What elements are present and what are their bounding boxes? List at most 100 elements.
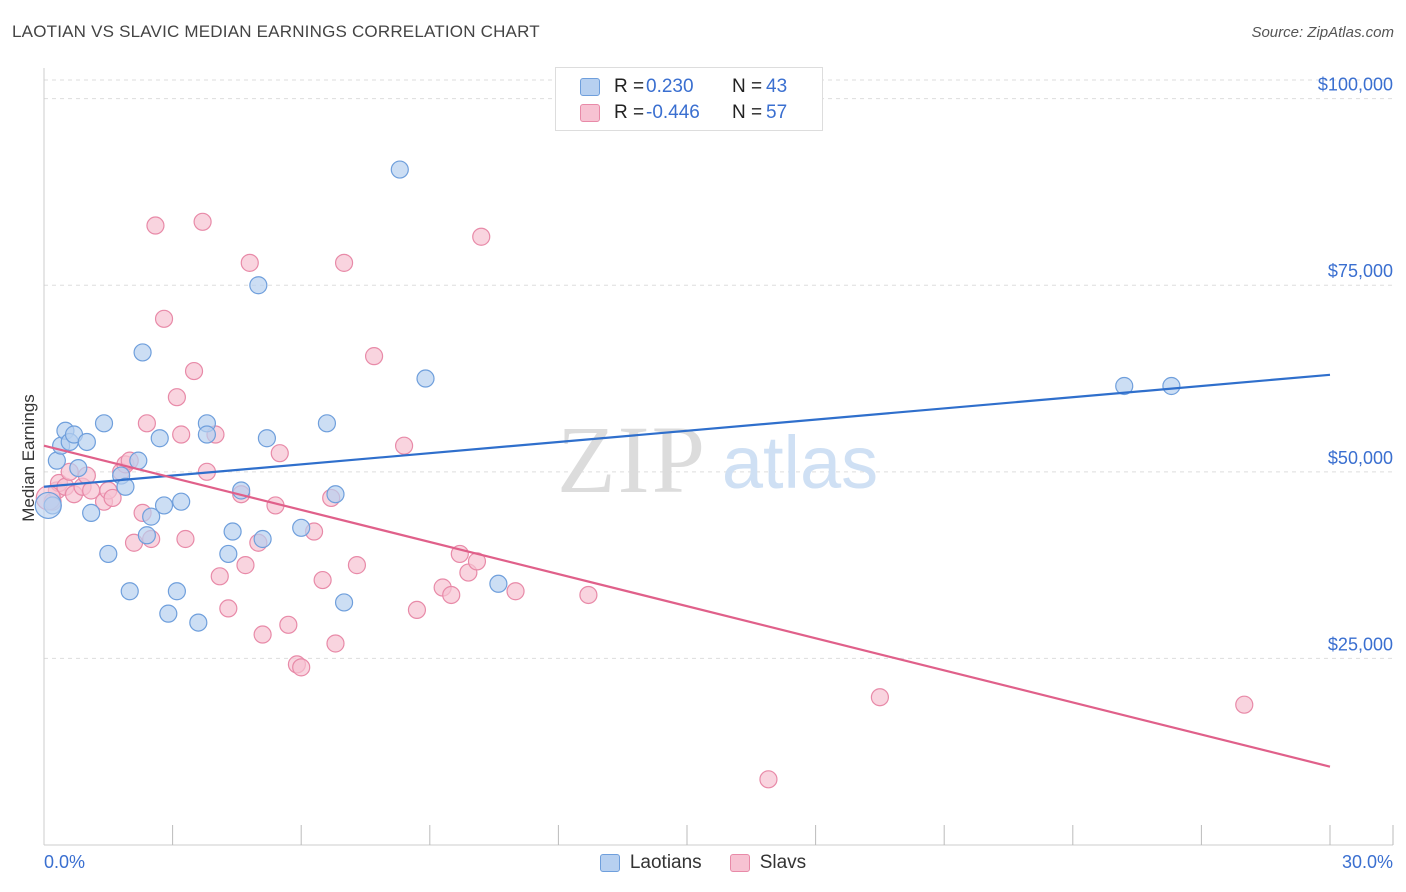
legend-swatch-slavs — [580, 104, 600, 122]
laotian-point — [129, 451, 148, 470]
series-laotians — [34, 160, 1181, 632]
legend-n-label: N = — [732, 102, 763, 123]
bottom-legend-laotians[interactable]: Laotians — [599, 852, 702, 874]
slav-point — [326, 634, 345, 653]
laotian-point-cluster — [34, 491, 62, 520]
laotian-point — [137, 526, 156, 545]
laotian-point — [326, 485, 345, 504]
slav-point — [103, 488, 122, 508]
slav-point — [472, 227, 491, 246]
legend-r-value: -0.446 — [646, 102, 700, 123]
laotian-point — [223, 522, 242, 541]
slav-point — [236, 556, 255, 575]
legend-r-label: R = — [614, 102, 645, 123]
slav-point — [759, 770, 778, 789]
slav-point — [313, 570, 332, 590]
slav-trend-line — [43, 444, 1331, 768]
laotian-point — [133, 343, 152, 362]
laotian-point — [154, 496, 174, 515]
slav-point — [407, 600, 427, 620]
slav-point — [253, 625, 272, 644]
slav-point — [579, 585, 598, 605]
laotian-point — [150, 429, 169, 448]
slav-point — [347, 556, 367, 575]
slav-point — [442, 585, 461, 605]
slav-point — [146, 216, 165, 235]
laotian-point — [189, 613, 208, 632]
laotian-point — [1115, 376, 1134, 396]
bottom-legend-label-laotians: Laotians — [629, 852, 702, 873]
slav-point — [506, 582, 525, 601]
slav-point — [176, 529, 195, 549]
laotian-point — [120, 582, 139, 601]
watermark: ZIP atlas — [557, 406, 878, 513]
slav-point — [137, 414, 156, 433]
laotian-point — [172, 492, 191, 511]
legend-row-laotians: R = 0.230 N = 43 — [580, 74, 787, 100]
bottom-legend: Laotians Slavs — [0, 852, 1406, 874]
laotian-point — [69, 458, 88, 478]
bottom-legend-swatch-laotians — [599, 854, 620, 872]
laotian-point — [116, 477, 135, 496]
bottom-legend-slavs[interactable]: Slavs — [729, 852, 807, 874]
y-tick-label: $75,000 — [1328, 261, 1393, 281]
legend-r-label: R = — [614, 76, 645, 97]
bottom-legend-label-slavs: Slavs — [759, 852, 807, 873]
slav-point — [1235, 695, 1254, 714]
legend: R = 0.230 N = 43 R = -0.446 N = 57 — [555, 67, 823, 131]
slav-point — [193, 212, 212, 231]
laotian-point — [390, 160, 409, 179]
legend-r-value: 0.230 — [646, 76, 694, 97]
watermark-zip: ZIP — [557, 406, 707, 513]
slav-point — [279, 615, 298, 634]
laotian-point — [99, 544, 118, 564]
slav-point — [154, 309, 174, 328]
legend-n-label: N = — [732, 76, 763, 97]
laotian-point — [257, 429, 277, 448]
slav-point — [270, 444, 289, 463]
slav-point — [334, 253, 354, 272]
chart-title: LAOTIAN VS SLAVIC MEDIAN EARNINGS CORREL… — [12, 22, 540, 41]
legend-swatch-laotians — [580, 78, 600, 96]
slav-point — [167, 388, 186, 407]
laotian-point — [159, 604, 178, 623]
laotian-point — [249, 276, 268, 295]
laotian-point — [317, 414, 337, 433]
watermark-atlas: atlas — [722, 421, 878, 504]
y-axis-title: Median Earnings — [19, 394, 38, 522]
y-tick-label: $50,000 — [1328, 448, 1393, 468]
slav-point — [292, 658, 311, 677]
slav-point — [184, 361, 204, 381]
slav-point — [240, 253, 259, 272]
laotian-point — [94, 414, 114, 433]
slav-point — [172, 425, 191, 444]
laotian-point — [489, 574, 508, 593]
slav-point — [394, 436, 414, 455]
slav-point — [210, 567, 229, 586]
legend-n-value: 43 — [766, 76, 788, 97]
laotian-point — [167, 582, 186, 601]
laotian-point — [219, 544, 238, 564]
laotian-point — [142, 507, 161, 526]
x-tick-label-max: 30.0% — [1342, 852, 1393, 872]
laotian-point — [47, 451, 66, 470]
x-tick-label-min: 0.0% — [44, 852, 85, 872]
bottom-legend-swatch-slavs — [729, 854, 750, 872]
legend-n-value: 57 — [766, 102, 788, 123]
laotian-point — [1162, 376, 1181, 396]
laotian-point — [77, 432, 96, 452]
slav-point — [219, 599, 238, 618]
y-tick-label: $100,000 — [1318, 75, 1393, 95]
trend-layer — [43, 373, 1331, 768]
laotian-point — [416, 369, 435, 388]
y-tick-label: $25,000 — [1328, 634, 1393, 654]
laotian-trend-line — [43, 373, 1331, 488]
laotian-point — [253, 529, 272, 549]
laotian-point — [197, 425, 216, 444]
laotian-point — [292, 518, 311, 537]
laotian-point — [334, 593, 354, 612]
axes-layer: $25,000 $50,000 $75,000 $100,000 — [43, 68, 1394, 846]
slav-point — [870, 688, 890, 707]
legend-row-slavs: R = -0.446 N = 57 — [580, 100, 787, 126]
